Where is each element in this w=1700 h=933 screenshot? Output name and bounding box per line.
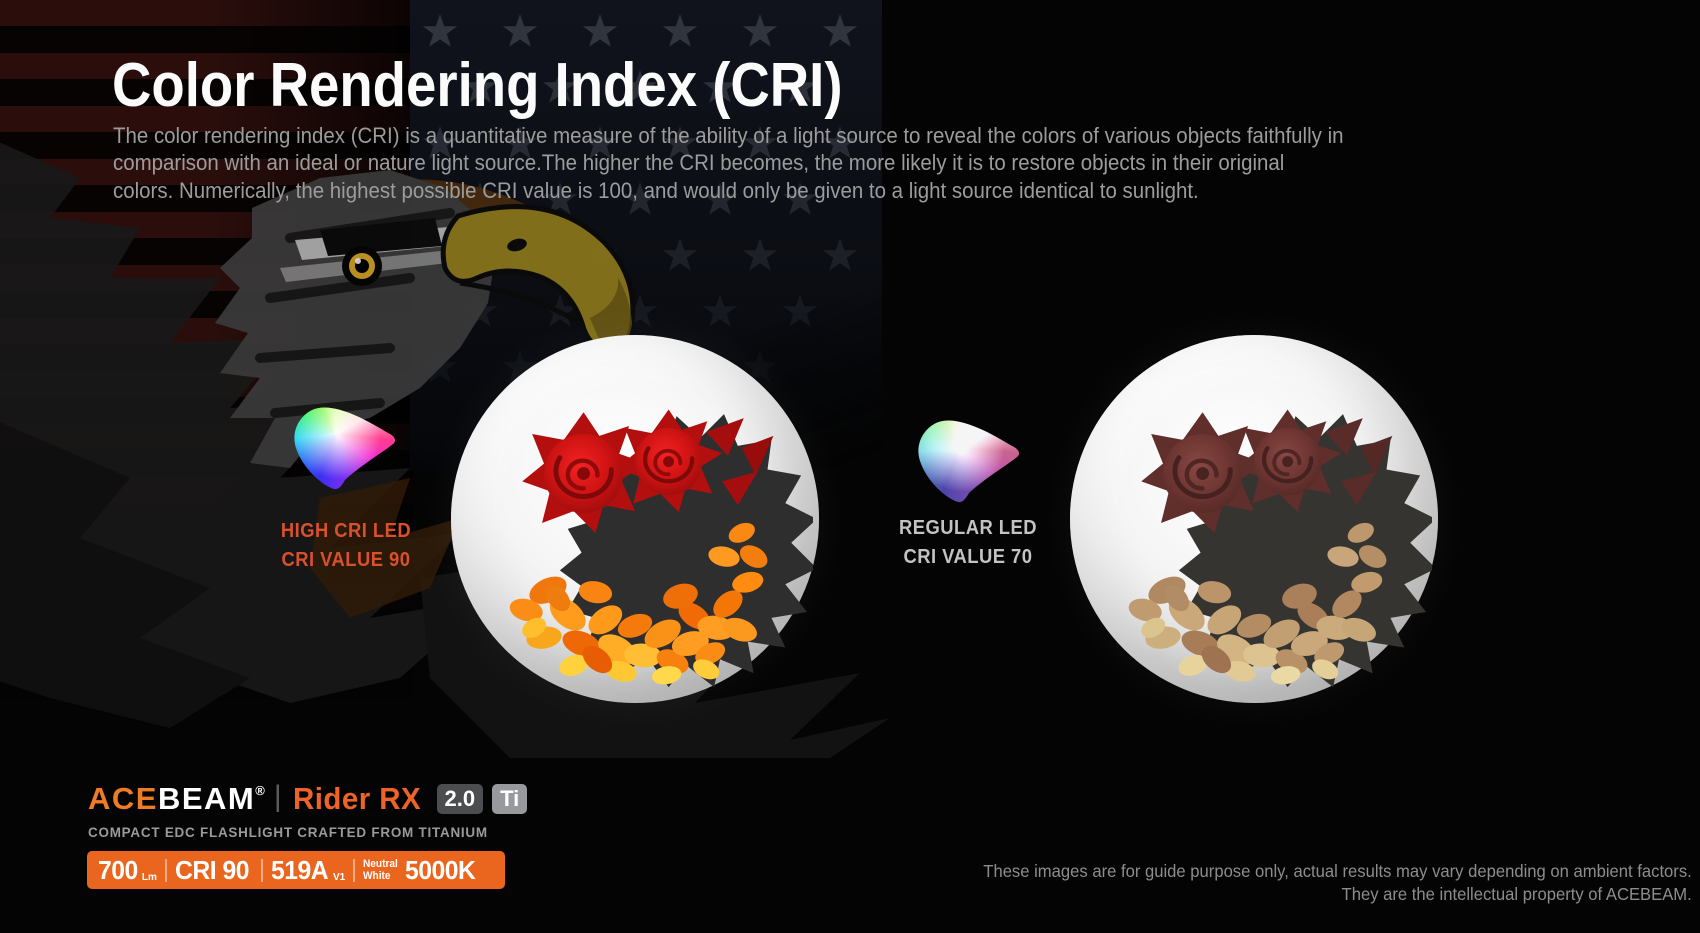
page-title: Color Rendering Index (CRI): [112, 51, 843, 120]
disclaimer: These images are for guide purpose only,…: [984, 860, 1692, 906]
brand-logo-row: ACEBEAM® | Rider RX 2.0 Ti: [88, 780, 528, 817]
spec-color-temp: 5000K: [405, 854, 476, 885]
spec-tint: Neutral White: [363, 858, 398, 882]
high-cri-label-line1: HIGH CRI LED: [280, 520, 412, 542]
flower-bouquet-muted: [1128, 341, 1432, 688]
sample-photo-high-cri: [451, 335, 819, 703]
high-cri-label: HIGH CRI LED CRI VALUE 90: [245, 517, 447, 575]
acebeam-logo: ACEBEAM®: [88, 781, 265, 817]
brand-ace: ACE: [88, 781, 158, 816]
high-cri-label-line2: CRI VALUE 90: [281, 549, 411, 571]
spec-led: 519A: [270, 854, 329, 885]
spec-lumens-unit: Lm: [141, 872, 157, 883]
regular-led-label-line1: REGULAR LED: [899, 517, 1037, 539]
product-tagline: COMPACT EDC FLASHLIGHT CRAFTED FROM TITA…: [88, 824, 488, 840]
spec-divider: [260, 858, 263, 882]
registered-mark: ®: [255, 783, 265, 798]
version-badge: 2.0: [436, 784, 484, 814]
spec-led-version: V1: [332, 872, 346, 883]
spec-tint-line1: Neutral: [363, 857, 399, 870]
spec-bar: 700 Lm CRI 90 519A V1 Neutral White 5000…: [87, 851, 505, 889]
disclaimer-line1: These images are for guide purpose only,…: [983, 861, 1692, 881]
spec-divider: [164, 858, 167, 882]
flower-bouquet-vivid: [509, 341, 813, 688]
spec-lumens: 700: [98, 854, 138, 885]
regular-led-label-line2: CRI VALUE 70: [903, 546, 1033, 568]
spec-tint-line2: White: [363, 870, 391, 882]
spec-cri: CRI 90: [174, 854, 250, 885]
logo-separator: |: [273, 780, 282, 813]
eagle-graphic: [0, 142, 890, 758]
product-name: Rider RX: [292, 781, 421, 816]
page-description: The color rendering index (CRI) is a qua…: [113, 123, 1344, 203]
spec-divider: [353, 858, 356, 882]
brand-beam: BEAM: [157, 781, 256, 816]
sample-photo-regular-led: [1070, 335, 1438, 703]
disclaimer-line2: They are the intellectual property of AC…: [1341, 883, 1692, 904]
titanium-badge: Ti: [492, 784, 528, 814]
regular-led-label: REGULAR LED CRI VALUE 70: [867, 514, 1069, 572]
